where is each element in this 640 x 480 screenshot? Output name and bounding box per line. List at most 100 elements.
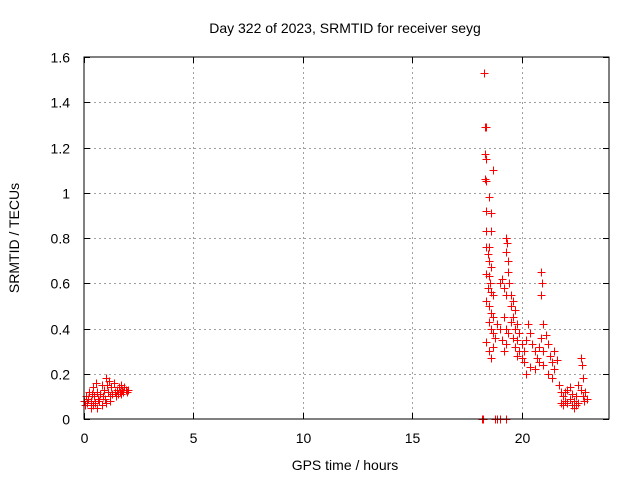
data-point [485,272,494,281]
data-point [574,399,583,408]
data-point [88,390,97,399]
data-point [489,329,498,338]
data-point [578,361,587,370]
data-point [513,352,522,361]
x-axis-title: GPS time / hours [292,457,399,473]
data-point [563,386,572,395]
y-tick-label: 1.4 [51,95,71,111]
data-point [489,291,498,300]
data-point [577,354,586,363]
chart-title: Day 322 of 2023, SRMTID for receiver sey… [209,20,481,36]
x-tick-label: 10 [296,430,312,446]
data-point [485,243,494,252]
data-point [574,381,583,390]
data-point [101,395,110,404]
data-point [544,370,553,379]
data-point [548,374,557,383]
x-tick-label: 15 [405,430,421,446]
data-point [507,318,516,327]
data-point [485,257,494,266]
y-tick-label: 1.2 [51,141,71,157]
data-point [81,401,90,410]
data-point [559,401,568,410]
data-point [513,320,522,329]
data-point [515,329,524,338]
data-point [504,329,513,338]
data-point [89,401,98,410]
data-point [526,363,535,372]
data-point [531,347,540,356]
data-point [520,347,529,356]
data-point [511,325,520,334]
data-point [482,297,491,306]
data-point [498,336,507,345]
data-point [581,388,590,397]
data-point [531,365,540,374]
data-point [500,347,509,356]
data-point [98,381,107,390]
data-point [537,334,546,343]
data-point [548,358,557,367]
y-tick-label: 0.2 [51,367,71,383]
data-point [486,279,495,288]
data-point [496,279,505,288]
data-point [502,234,511,243]
data-point [485,347,494,356]
data-point [482,123,491,132]
data-point [524,320,533,329]
y-tick-label: 1.6 [51,50,71,66]
data-point [94,395,103,404]
x-tick-label: 20 [515,430,531,446]
data-point [504,257,513,266]
data-point [509,313,518,322]
data-point [539,361,548,370]
data-point [520,358,529,367]
data-point [493,320,502,329]
data-point [117,390,126,399]
data-point [491,334,500,343]
data-point [489,343,498,352]
data-point [487,227,496,236]
data-point [489,313,498,322]
data-point [485,318,494,327]
data-point [484,250,493,259]
data-point [485,193,494,202]
data-point [112,392,121,401]
data-point [509,334,518,343]
data-point [507,302,516,311]
data-point [511,306,520,315]
data-point [482,177,491,186]
y-tick-label: 0.8 [51,231,71,247]
data-point [100,386,109,395]
data-point [485,302,494,311]
data-point [528,340,537,349]
data-point [481,150,490,159]
data-point [504,268,513,277]
data-point [580,397,589,406]
data-point [550,347,559,356]
data-point [572,401,581,410]
data-point [98,401,107,410]
data-point [557,399,566,408]
data-point [513,336,522,345]
data-point [522,336,531,345]
data-point [102,399,111,408]
data-point [538,279,547,288]
data-point [105,377,114,386]
data-point [507,291,516,300]
data-point [555,381,564,390]
data-point [561,388,570,397]
data-point [489,166,498,175]
data-point [537,268,546,277]
x-axis: 0 5 10 15 20 [81,57,531,446]
data-point [487,325,496,334]
data-point [511,343,520,352]
data-point [503,239,512,248]
data-point [123,388,132,397]
data-point [526,329,535,338]
data-point [106,397,115,406]
data-point [546,352,555,361]
data-point [487,209,496,218]
data-points [80,69,592,424]
